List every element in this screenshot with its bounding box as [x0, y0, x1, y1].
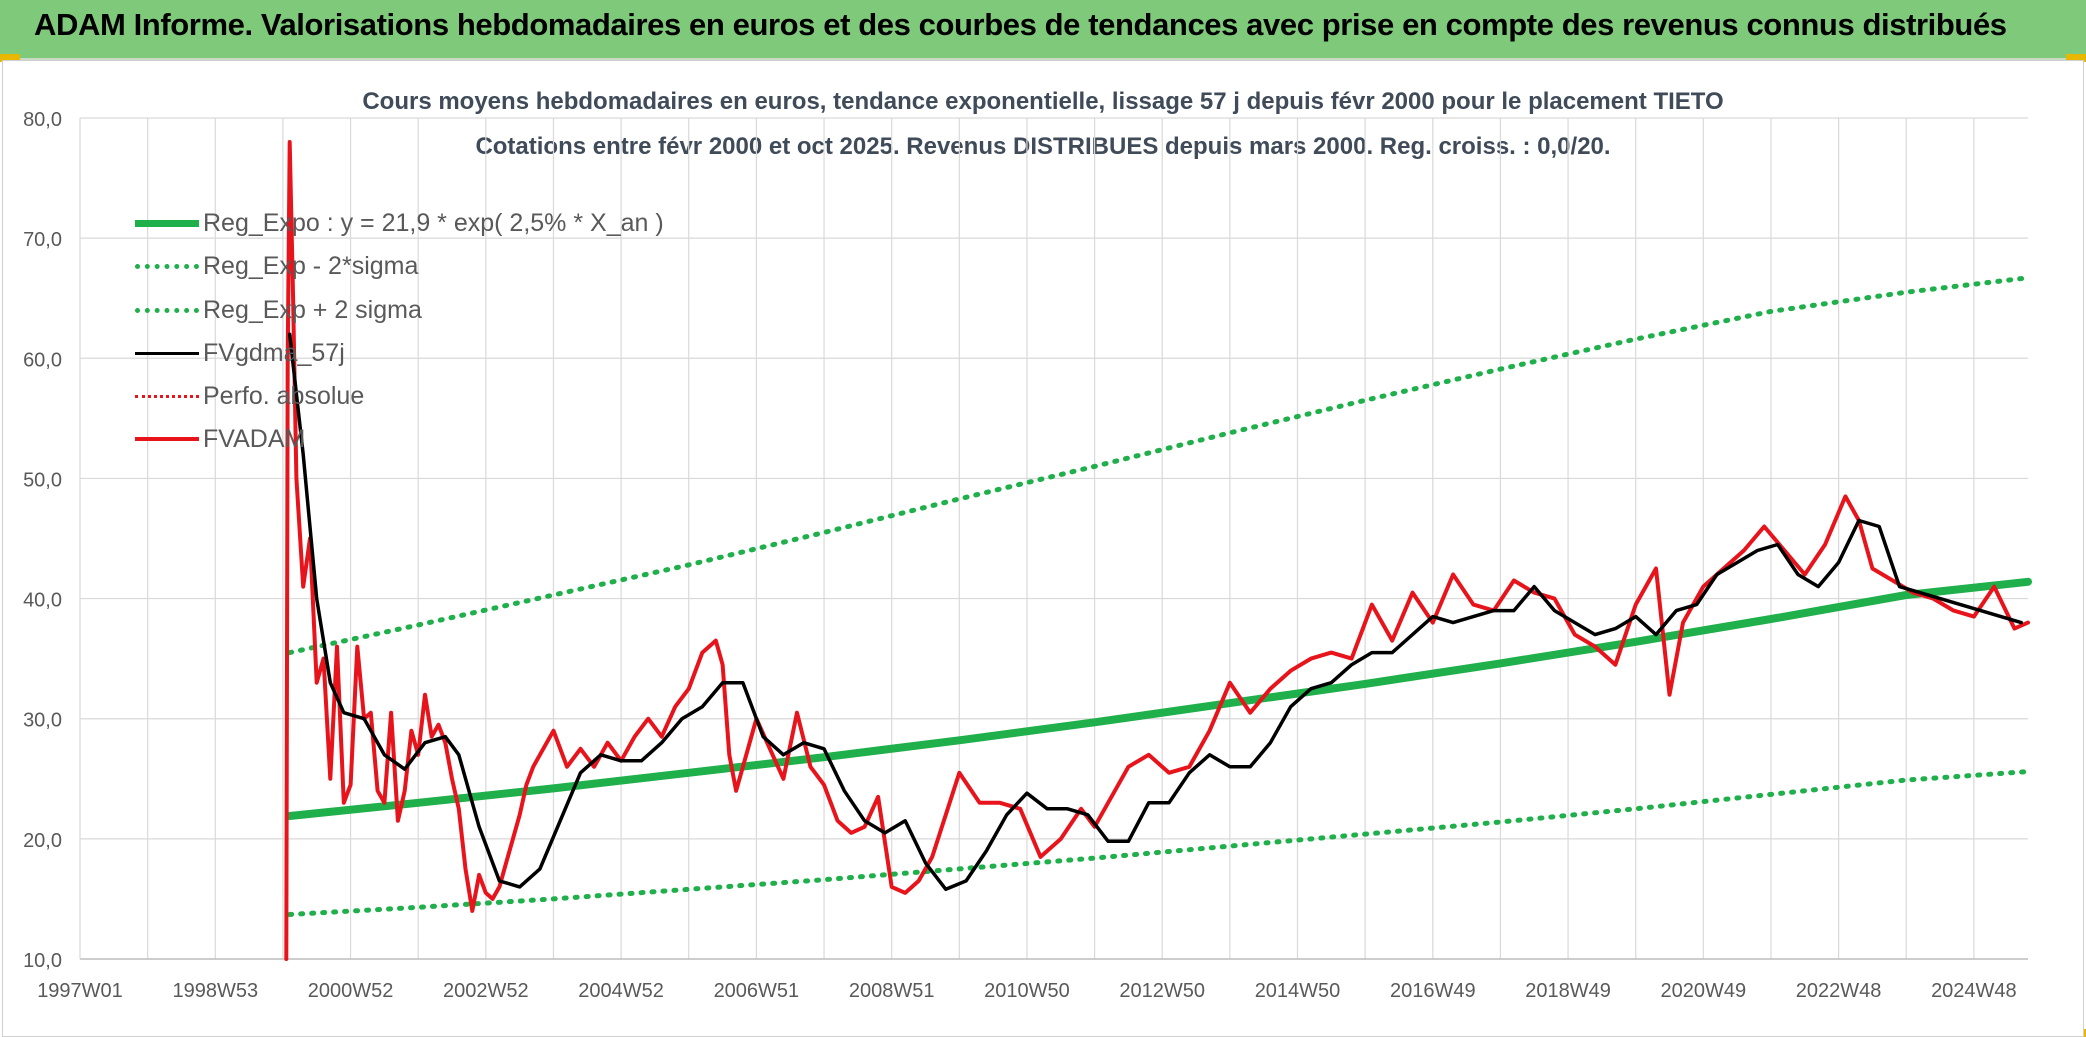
legend-item: Perfo. absolue	[135, 376, 364, 416]
x-tick-label: 2010W50	[984, 980, 1070, 1002]
x-tick-label: 2002W52	[443, 980, 529, 1002]
y-tick-label: 20,0	[23, 830, 62, 852]
series-line-6	[284, 140, 2030, 961]
legend-label: Reg_Exp + 2 sigma	[203, 295, 422, 324]
legend-label: Reg_Expo : y = 21,9 * exp( 2,5% * X_an )	[203, 208, 664, 237]
x-tick-label: 2008W51	[849, 980, 935, 1002]
series-line-1	[285, 577, 2032, 820]
y-tick-label: 40,0	[23, 590, 62, 612]
legend-swatch	[135, 351, 199, 355]
series-line-4	[287, 332, 2023, 892]
legend-item: FVgdma_57j	[135, 333, 345, 373]
y-tick-label: 70,0	[23, 229, 62, 251]
legend-label: Reg_Exp - 2*sigma	[203, 251, 419, 280]
legend-item: FVADAM	[135, 419, 305, 459]
legend-swatch	[135, 437, 199, 441]
y-tick-label: 30,0	[23, 710, 62, 732]
x-tick-label: 2018W49	[1525, 980, 1611, 1002]
chart-subtitle: Cotations entre févr 2000 et oct 2025. R…	[475, 133, 1611, 160]
legend-label: FVADAM	[203, 424, 306, 453]
legend-swatch	[135, 219, 199, 227]
x-tick-label: 2006W51	[714, 980, 800, 1002]
y-tick-label: 60,0	[23, 349, 62, 371]
legend-swatch	[135, 307, 199, 313]
series-line-3	[287, 275, 2031, 656]
report-banner: ADAM Informe. Valorisations hebdomadaire…	[0, 0, 2086, 60]
x-tick-label: 1997W01	[37, 980, 123, 1002]
x-tick-label: 2004W52	[578, 980, 664, 1002]
legend-label: Perfo. absolue	[203, 381, 365, 410]
y-tick-label: 50,0	[23, 469, 62, 491]
y-tick-label: 10,0	[23, 950, 62, 972]
x-tick-label: 2020W49	[1661, 980, 1747, 1002]
y-tick-label: 80,0	[23, 109, 62, 131]
chart-title: Cours moyens hebdomadaires en euros, ten…	[362, 88, 1724, 115]
x-tick-label: 2024W48	[1931, 980, 2017, 1002]
legend-item: Reg_Exp + 2 sigma	[135, 290, 422, 330]
report-title: ADAM Informe. Valorisations hebdomadaire…	[34, 7, 2007, 42]
legend-swatch	[135, 263, 199, 269]
x-tick-label: 2000W52	[308, 980, 394, 1002]
x-tick-label: 2022W48	[1796, 980, 1882, 1002]
x-tick-label: 2016W49	[1390, 980, 1476, 1002]
x-tick-label: 2012W50	[1119, 980, 1205, 1002]
x-tick-label: 1998W53	[172, 980, 258, 1002]
corner-marker-left	[0, 54, 20, 62]
series-line-2	[287, 769, 2031, 917]
legend-item: Reg_Expo : y = 21,9 * exp( 2,5% * X_an )	[135, 203, 664, 243]
corner-marker-right	[2066, 54, 2086, 62]
x-tick-label: 2014W50	[1255, 980, 1341, 1002]
legend-swatch	[135, 394, 199, 398]
legend-label: FVgdma_57j	[203, 338, 345, 367]
legend-item: Reg_Exp - 2*sigma	[135, 246, 418, 286]
